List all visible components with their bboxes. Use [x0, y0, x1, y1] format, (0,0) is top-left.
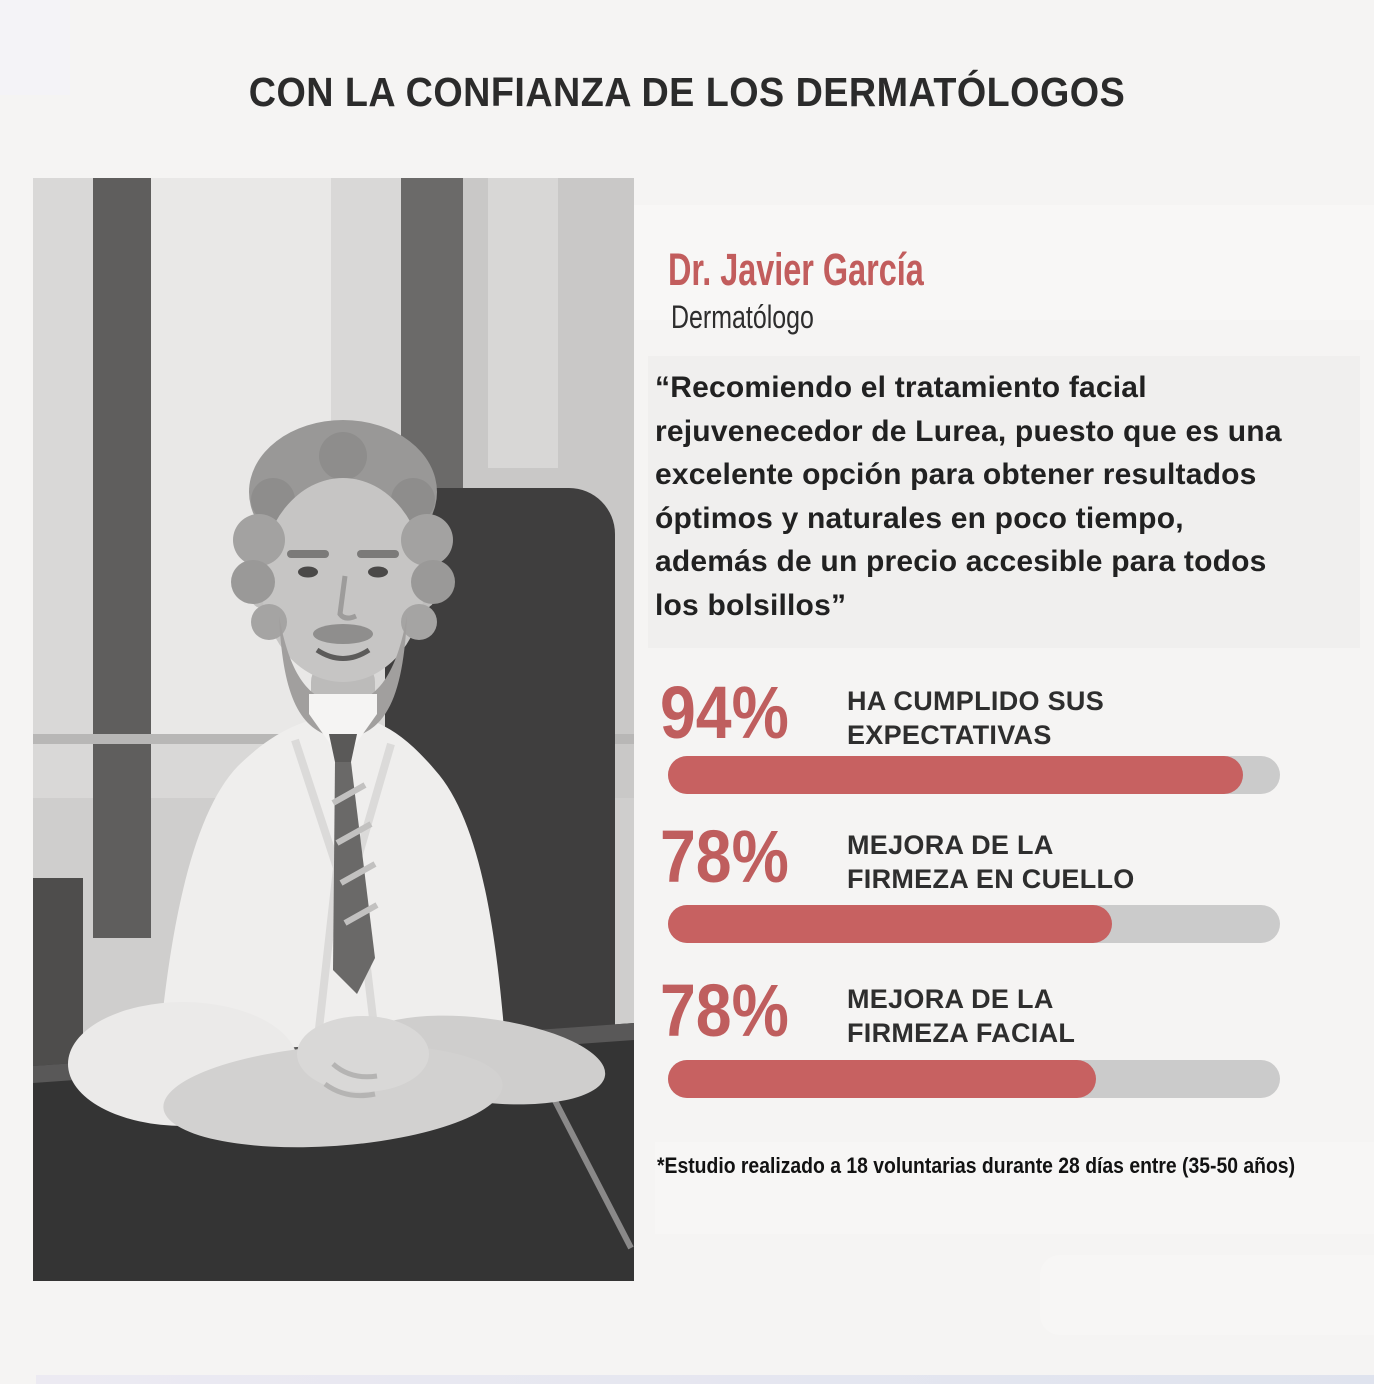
stat-progress-track: [668, 905, 1280, 943]
quote-background-panel: [648, 356, 1360, 648]
doctor-photo: [33, 178, 634, 1281]
stat-progress-track: [668, 756, 1280, 794]
stat-value: 78%: [660, 969, 789, 1052]
doctor-role: Dermatólogo: [671, 299, 814, 335]
footnote-background-panel: [655, 1142, 1374, 1234]
stat-progress-track: [668, 1060, 1280, 1098]
testimonial-quote: “Recomiendo el tratamiento facial rejuve…: [655, 371, 1282, 622]
background-panel: [633, 205, 1374, 320]
background-panel: [1040, 1255, 1374, 1335]
stat-progress-fill: [668, 1060, 1097, 1098]
stat-label: HA CUMPLIDO SUS EXPECTATIVAS: [847, 686, 1105, 750]
stat-progress-fill: [668, 756, 1244, 794]
page-title: CON LA CONFIANZA DE LOS DERMATÓLOGOS: [248, 69, 1126, 115]
study-footnote: *Estudio realizado a 18 voluntarias dura…: [657, 1153, 1296, 1178]
stat-label: MEJORA DE LA FIRMEZA FACIAL: [847, 984, 1076, 1048]
stat-progress-fill: [668, 905, 1112, 943]
doctor-name: Dr. Javier García: [668, 244, 924, 295]
stat-value: 78%: [660, 815, 789, 898]
stat-label: MEJORA DE LA FIRMEZA EN CUELLO: [847, 830, 1135, 894]
bottom-accent-strip: [36, 1375, 1374, 1384]
background-panel: [0, 0, 70, 95]
stat-value: 94%: [660, 671, 789, 754]
doctor-photo-illustration: [33, 178, 634, 1281]
